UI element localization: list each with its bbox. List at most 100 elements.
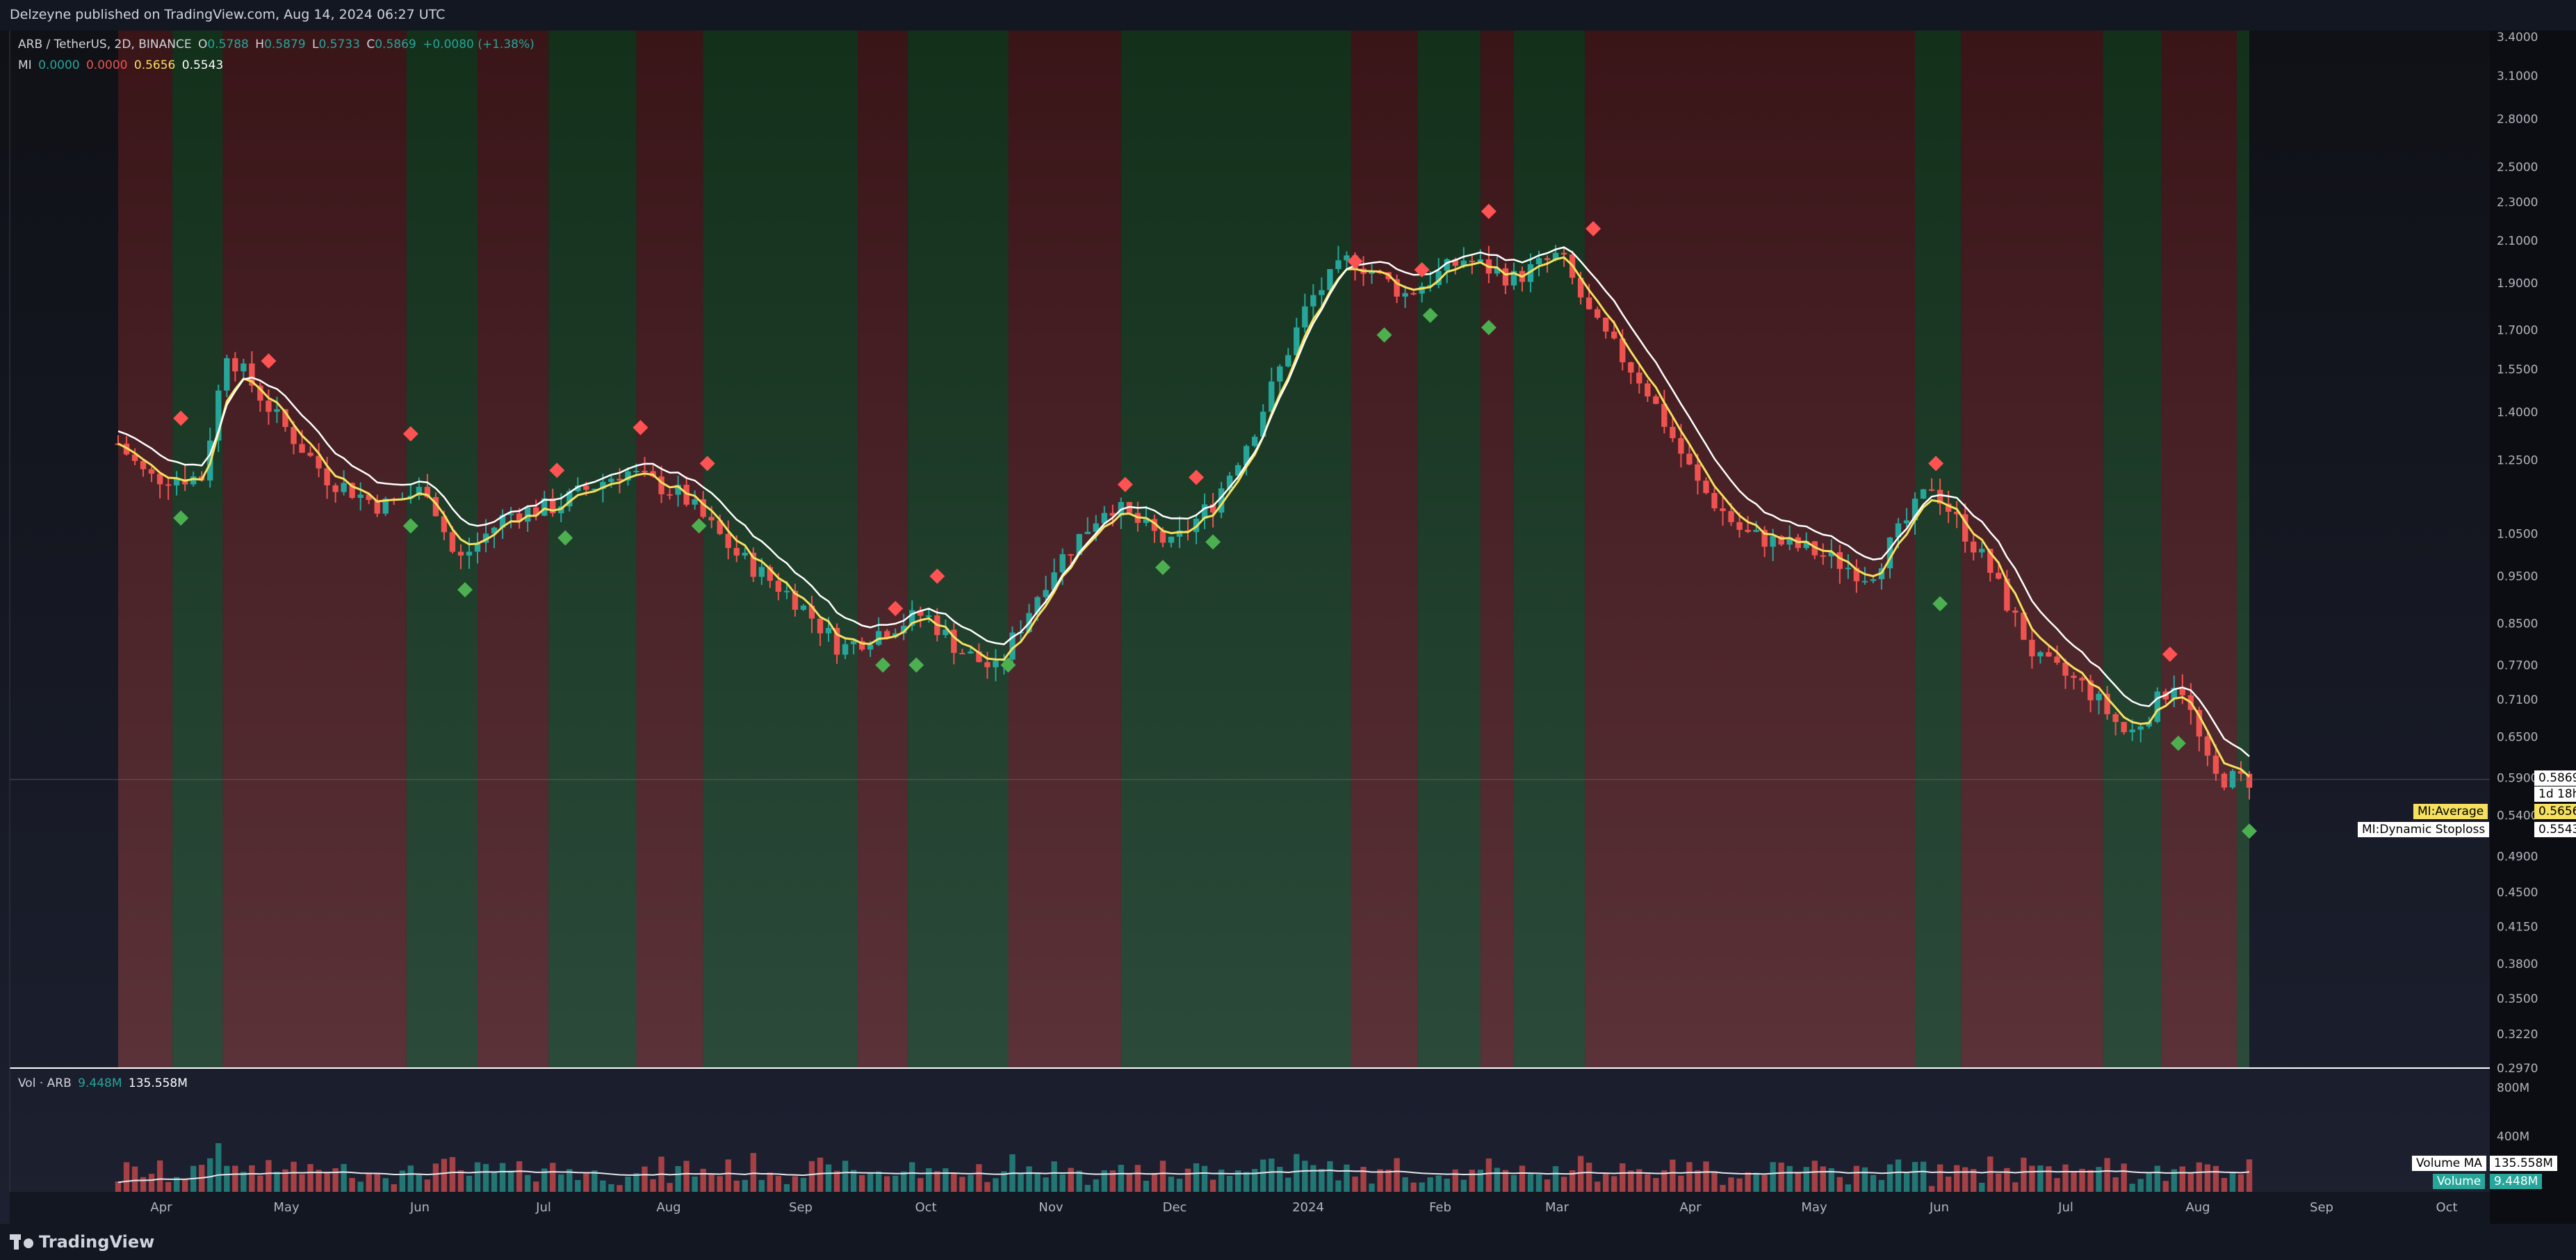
volume-bar: [1987, 1156, 1994, 1192]
candle-body: [1753, 530, 1759, 532]
volume-bar: [1327, 1161, 1333, 1192]
candle-body: [324, 468, 330, 485]
candle-body: [424, 487, 431, 497]
candle-body: [592, 489, 598, 491]
candle-body: [1602, 317, 1609, 332]
candle-body: [1043, 590, 1049, 597]
indicator-name[interactable]: MI: [18, 58, 32, 72]
candle-body: [918, 610, 924, 616]
volume-legend[interactable]: Vol · ARB 9.448M 135.558M: [18, 1076, 190, 1090]
low-value: 0.5733: [318, 38, 360, 51]
volume-bar: [1653, 1178, 1659, 1192]
volume-bar: [817, 1157, 824, 1192]
sell-signal-marker: [402, 426, 418, 442]
candle-body: [1394, 279, 1400, 297]
price-tick-label: 0.3800: [2497, 958, 2538, 971]
volume-bar: [1410, 1182, 1417, 1192]
volume-bar: [1126, 1173, 1133, 1192]
price-tick-label: 1.0500: [2497, 528, 2538, 542]
close-value: 0.5869: [375, 38, 416, 51]
volume-name[interactable]: Vol · ARB: [18, 1076, 72, 1090]
volume-bar: [1878, 1179, 1885, 1192]
volume-bar: [2071, 1171, 2077, 1192]
volume-bar: [1945, 1176, 1952, 1192]
volume-bar: [2029, 1165, 2035, 1192]
candle-body: [1243, 446, 1250, 465]
symbol-legend[interactable]: ARB / TetherUS, 2D, BINANCE O0.5788 H0.5…: [18, 38, 537, 51]
volume-bar: [148, 1174, 155, 1192]
volume-bar: [1560, 1177, 1567, 1192]
volume-bar: [432, 1163, 439, 1192]
candle-body: [583, 485, 589, 490]
candle-body: [959, 652, 965, 654]
candle-body: [1594, 309, 1601, 318]
symbol-name[interactable]: ARB / TetherUS, 2D, BINANCE: [18, 38, 192, 51]
volume-bar: [758, 1179, 765, 1192]
volume-bar: [1394, 1158, 1400, 1192]
candle-body: [1853, 567, 1860, 581]
bull-zone: [1417, 31, 1481, 1068]
bear-zone: [1008, 31, 1121, 1068]
candle-body: [1477, 259, 1484, 263]
price-tick-label: 1.7000: [2497, 324, 2538, 338]
price-tick-label: 0.2970: [2497, 1062, 2538, 1076]
volume-bar: [1577, 1156, 1584, 1192]
candle-body: [1143, 519, 1150, 523]
candle-body: [617, 478, 623, 480]
candle-body: [1861, 581, 1868, 583]
volume-bar: [1034, 1172, 1041, 1192]
volume-bar: [399, 1170, 405, 1192]
volume-bar: [2146, 1172, 2152, 1192]
volume-bar: [775, 1176, 782, 1192]
volume-tag: 9.448M: [2490, 1174, 2543, 1189]
buy-signal-marker: [1481, 320, 1497, 336]
volume-bar: [800, 1177, 807, 1192]
price-tick-label: 0.6500: [2497, 730, 2538, 744]
sell-signal-marker: [1117, 476, 1133, 492]
volume-bar: [274, 1172, 280, 1192]
volume-bar: [650, 1179, 656, 1192]
candle-body: [499, 515, 506, 528]
price-axis[interactable]: [2490, 31, 2576, 1224]
sell-signal-marker: [1347, 253, 1363, 269]
candle-body: [1544, 258, 1551, 260]
volume-bar: [733, 1180, 740, 1192]
candle-body: [1761, 530, 1768, 547]
bull-zone: [548, 31, 637, 1068]
candle-body: [700, 499, 706, 517]
candle-body: [2096, 693, 2102, 701]
price-chart[interactable]: 3.4000 3.1000 2.8000 2.5000 2.3000 2.1000 1.90…: [0, 31, 2576, 1224]
volume-bar: [1861, 1167, 1868, 1192]
last-price-tag: 0.5869: [2534, 770, 2576, 786]
volume-bar: [1870, 1174, 1877, 1192]
time-axis[interactable]: [10, 1192, 2490, 1224]
volume-bar: [1018, 1174, 1024, 1192]
volume-bar: [617, 1185, 623, 1192]
candle-body: [1786, 537, 1793, 545]
volume-bar: [1101, 1170, 1107, 1192]
volume-bar: [642, 1166, 648, 1192]
candle-body: [1034, 597, 1041, 613]
volume-bar: [1134, 1165, 1141, 1192]
volume-bar: [416, 1174, 423, 1192]
brand-name: TradingView: [39, 1232, 155, 1252]
candle-body: [2196, 709, 2203, 737]
volume-bar: [207, 1158, 213, 1192]
volume-bar: [1344, 1164, 1350, 1192]
candle-body: [1820, 555, 1826, 557]
tradingview-logo[interactable]: TradingView: [10, 1232, 154, 1252]
sell-signal-marker: [1928, 455, 1944, 471]
candle-body: [1302, 306, 1308, 328]
candle-body: [943, 629, 949, 636]
volume-bar: [424, 1179, 431, 1192]
indicator-legend[interactable]: MI 0.0000 0.0000 0.5656 0.5543: [18, 58, 226, 72]
time-tick-label: Oct: [2436, 1200, 2457, 1215]
volume-bar: [1678, 1175, 1684, 1192]
candle-body: [215, 390, 222, 441]
candle-body: [1711, 492, 1718, 509]
price-tick-label: 1.2500: [2497, 454, 2538, 468]
buy-signal-marker: [557, 530, 573, 546]
price-tick-label: 2.1000: [2497, 234, 2538, 248]
volume-bar: [1118, 1165, 1125, 1192]
volume-bar: [2104, 1158, 2110, 1192]
